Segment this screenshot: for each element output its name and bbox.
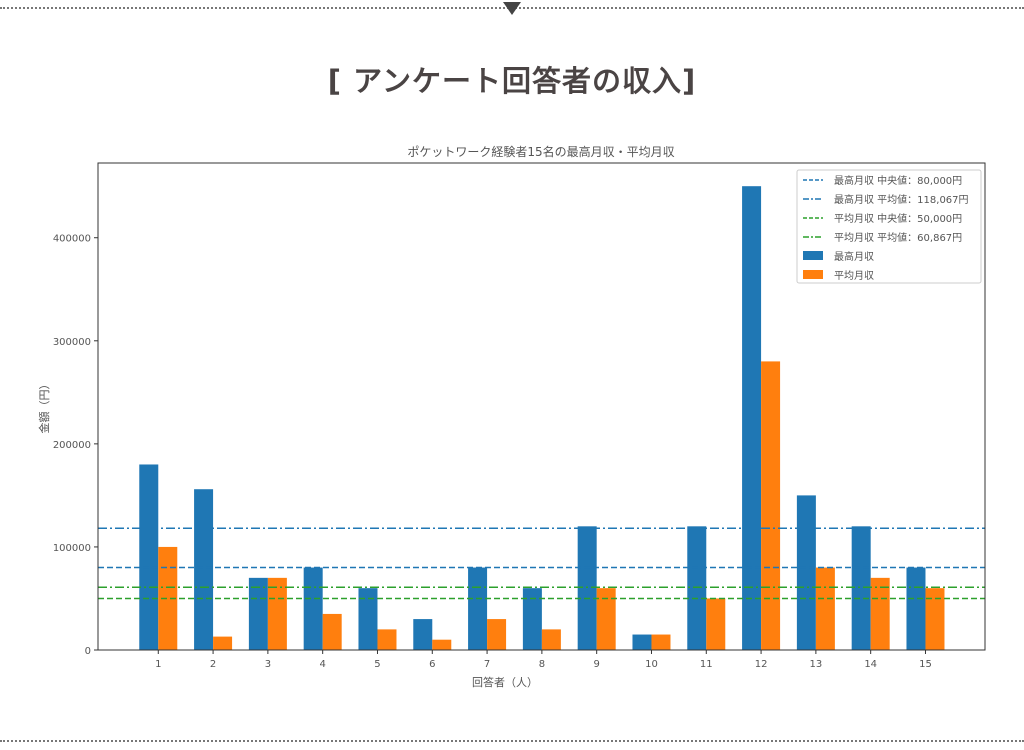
bar-max-13 bbox=[796, 495, 816, 650]
x-axis-label: 回答者（人） bbox=[472, 675, 538, 689]
bar-avg-7 bbox=[487, 619, 507, 650]
legend-label: 平均月収 平均値：60,867円 bbox=[834, 231, 962, 244]
bar-avg-10 bbox=[651, 634, 671, 650]
bar-avg-3 bbox=[267, 577, 287, 650]
y-tick-label: 200000 bbox=[53, 440, 91, 451]
y-tick-label: 300000 bbox=[53, 337, 91, 348]
bar-avg-5 bbox=[377, 629, 397, 650]
bar-max-14 bbox=[851, 526, 871, 650]
legend-box bbox=[796, 169, 982, 284]
x-tick-label: 2 bbox=[210, 659, 216, 670]
x-tick-label: 4 bbox=[319, 659, 325, 670]
bar-max-4 bbox=[303, 567, 323, 650]
y-tick-label: 100000 bbox=[53, 543, 91, 554]
bar-max-10 bbox=[632, 634, 652, 650]
x-tick-label: 3 bbox=[265, 659, 271, 670]
legend-label: 平均月収 中央値：50,000円 bbox=[834, 212, 962, 225]
bar-max-3 bbox=[248, 577, 268, 650]
triangle-down-icon bbox=[503, 2, 521, 15]
x-tick-label: 6 bbox=[429, 659, 435, 670]
bar-avg-1 bbox=[158, 546, 178, 650]
bar-max-12 bbox=[742, 186, 762, 650]
bar-avg-11 bbox=[706, 598, 726, 650]
y-axis-label: 金額（円） bbox=[37, 379, 51, 434]
legend-label: 最高月収 平均値：118,067円 bbox=[834, 193, 969, 206]
x-tick-label: 7 bbox=[484, 659, 490, 670]
x-tick-label: 11 bbox=[700, 659, 713, 670]
bar-max-6 bbox=[413, 619, 433, 650]
bottom-divider bbox=[0, 740, 1024, 742]
bar-avg-4 bbox=[322, 613, 342, 650]
bar-avg-15 bbox=[925, 588, 945, 650]
legend-swatch-1 bbox=[803, 270, 823, 279]
bar-max-1 bbox=[139, 464, 159, 650]
bar-avg-12 bbox=[761, 361, 781, 650]
y-tick-label: 0 bbox=[85, 646, 91, 657]
bar-avg-14 bbox=[870, 577, 890, 650]
bar-avg-13 bbox=[815, 567, 835, 650]
chart-title: ポケットワーク経験者15名の最高月収・平均月収 bbox=[407, 144, 674, 159]
bar-max-5 bbox=[358, 588, 378, 650]
x-tick-label: 5 bbox=[374, 659, 380, 670]
x-tick-label: 8 bbox=[539, 659, 545, 670]
bar-max-9 bbox=[577, 526, 597, 650]
bar-max-7 bbox=[468, 567, 488, 650]
x-tick-label: 15 bbox=[919, 659, 932, 670]
legend-label: 最高月収 bbox=[834, 250, 874, 263]
bar-max-11 bbox=[687, 526, 707, 650]
y-tick-label: 400000 bbox=[53, 234, 91, 245]
x-tick-label: 13 bbox=[810, 659, 823, 670]
x-tick-label: 14 bbox=[864, 659, 877, 670]
bar-max-8 bbox=[522, 588, 542, 650]
page-heading: [ アンケート回答者の収入] bbox=[327, 64, 697, 98]
x-tick-label: 1 bbox=[155, 659, 161, 670]
legend-swatch-0 bbox=[803, 251, 823, 260]
x-tick-label: 9 bbox=[593, 659, 599, 670]
bar-avg-8 bbox=[541, 629, 561, 650]
bar-avg-2 bbox=[213, 636, 233, 650]
bar-max-15 bbox=[906, 567, 926, 650]
bar-max-2 bbox=[194, 489, 214, 650]
legend-label: 平均月収 bbox=[834, 270, 874, 282]
x-tick-label: 12 bbox=[755, 659, 768, 670]
bar-avg-9 bbox=[596, 588, 616, 650]
x-tick-label: 10 bbox=[645, 659, 658, 670]
bar-avg-6 bbox=[432, 639, 452, 650]
legend-label: 最高月収 中央値：80,000円 bbox=[834, 174, 962, 187]
